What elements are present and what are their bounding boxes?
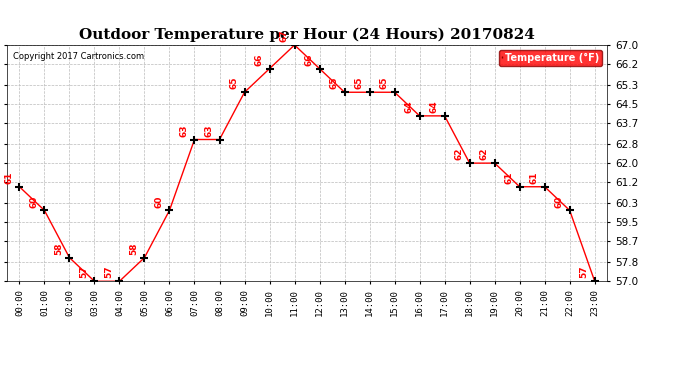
Text: 66: 66 <box>255 53 264 66</box>
Text: 60: 60 <box>555 195 564 207</box>
Text: 64: 64 <box>404 100 413 113</box>
Legend: Temperature (°F): Temperature (°F) <box>500 50 602 66</box>
Text: 61: 61 <box>504 171 513 184</box>
Text: 58: 58 <box>129 242 138 255</box>
Text: 57: 57 <box>104 266 113 278</box>
Text: 65: 65 <box>380 77 388 89</box>
Text: 60: 60 <box>29 195 38 207</box>
Text: 66: 66 <box>304 53 313 66</box>
Text: 62: 62 <box>480 148 489 160</box>
Text: 61: 61 <box>4 171 13 184</box>
Text: 58: 58 <box>55 242 63 255</box>
Text: 65: 65 <box>355 77 364 89</box>
Text: 60: 60 <box>155 195 164 207</box>
Text: 63: 63 <box>179 124 188 136</box>
Text: 65: 65 <box>329 77 338 89</box>
Text: 57: 57 <box>79 266 88 278</box>
Text: 63: 63 <box>204 124 213 136</box>
Text: 57: 57 <box>580 266 589 278</box>
Text: 62: 62 <box>455 148 464 160</box>
Text: 61: 61 <box>529 171 538 184</box>
Title: Outdoor Temperature per Hour (24 Hours) 20170824: Outdoor Temperature per Hour (24 Hours) … <box>79 28 535 42</box>
Text: Copyright 2017 Cartronics.com: Copyright 2017 Cartronics.com <box>13 52 144 61</box>
Text: 65: 65 <box>229 77 238 89</box>
Text: 67: 67 <box>279 30 288 42</box>
Text: 64: 64 <box>429 100 438 113</box>
